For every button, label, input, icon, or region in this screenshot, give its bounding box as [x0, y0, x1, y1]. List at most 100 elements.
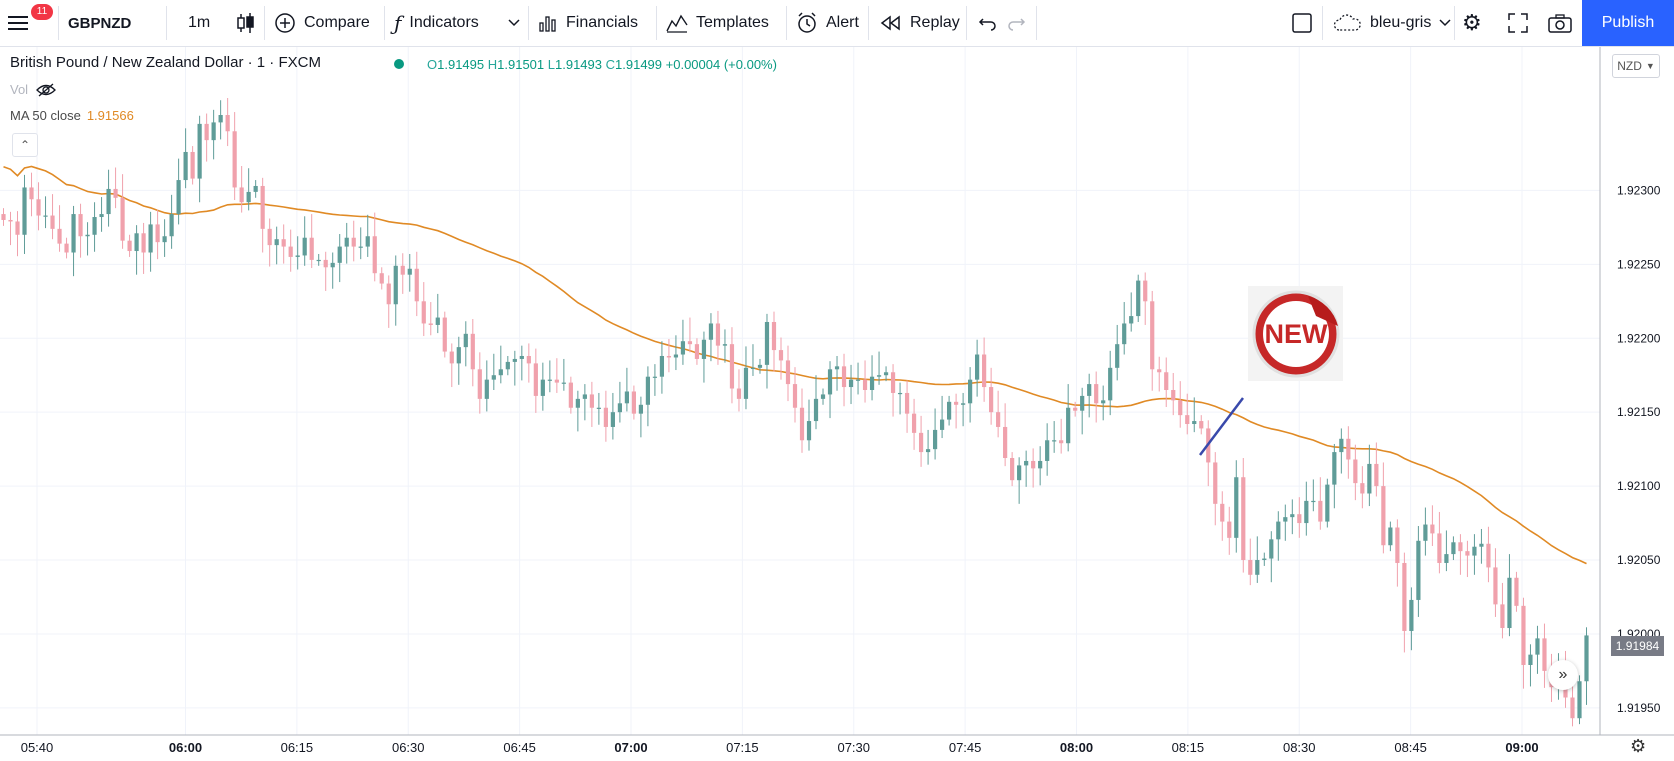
candle: [1416, 540, 1421, 600]
candle: [813, 398, 819, 422]
candle: [295, 255, 300, 257]
candle: [911, 413, 917, 433]
snapshot-button[interactable]: [1548, 0, 1572, 46]
symbol-search-button[interactable]: GBPNZD: [68, 0, 131, 46]
candle: [1248, 560, 1253, 575]
divider: [868, 6, 869, 40]
indicators-dropdown[interactable]: [508, 0, 520, 46]
candle: [512, 358, 517, 362]
candle: [1444, 554, 1449, 563]
candle: [141, 233, 146, 253]
alert-button[interactable]: Alert: [796, 0, 859, 46]
candle: [1479, 543, 1484, 547]
menu-button[interactable]: [8, 0, 48, 46]
candle: [869, 376, 875, 390]
candle: [1031, 460, 1036, 469]
undo-button[interactable]: [978, 0, 998, 46]
candle: [204, 123, 209, 141]
candle: [176, 180, 181, 215]
compare-label: Compare: [304, 14, 370, 31]
candle: [442, 317, 447, 352]
candle: [989, 387, 994, 413]
ma-value: 1.91566: [86, 108, 134, 123]
candle: [1157, 369, 1162, 373]
candle: [505, 361, 510, 370]
candle: [589, 394, 594, 408]
candle: [596, 407, 601, 409]
publish-button[interactable]: Publish: [1582, 0, 1674, 46]
candle: [519, 355, 524, 359]
indicators-button[interactable]: ƒ Indicators: [394, 0, 479, 46]
candle: [449, 351, 454, 364]
y-tick-label: 1.92050: [1617, 553, 1661, 567]
candle: [8, 219, 13, 222]
candle: [897, 392, 903, 395]
candle: [1192, 421, 1197, 425]
candle: [1311, 500, 1316, 503]
x-tick-label: 08:15: [1172, 740, 1205, 755]
divider: [966, 6, 967, 40]
candle: [890, 372, 896, 393]
currency-selector[interactable]: NZD ▼: [1612, 54, 1660, 78]
candle: [954, 401, 959, 405]
symbol-legend[interactable]: British Pound / New Zealand Dollar · 1 ·…: [10, 54, 321, 71]
chart-grid: [0, 47, 1600, 735]
double-chevron-right-icon: »: [1558, 666, 1568, 683]
candle: [120, 197, 125, 241]
x-tick-label: 05:40: [21, 740, 54, 755]
candle: [1346, 438, 1351, 460]
candle: [260, 185, 265, 229]
candle: [225, 115, 230, 132]
ma-line: [3, 165, 1587, 565]
eye-hidden-icon[interactable]: [36, 83, 56, 97]
redo-button[interactable]: [1006, 0, 1026, 46]
candle: [316, 259, 321, 262]
fullscreen-button[interactable]: [1508, 0, 1528, 46]
close-value: 1.91499: [615, 57, 663, 72]
candle: [134, 233, 139, 252]
candle: [736, 388, 742, 399]
compare-button[interactable]: Compare: [274, 0, 370, 46]
financials-button[interactable]: Financials: [538, 0, 638, 46]
candle: [1430, 524, 1435, 534]
candle: [239, 187, 244, 203]
candle: [1234, 477, 1239, 538]
candle: [1171, 390, 1176, 401]
volume-legend[interactable]: Vol: [10, 82, 56, 97]
divider: [384, 6, 385, 40]
candle: [603, 407, 608, 427]
candle: [1087, 384, 1092, 396]
settings-button[interactable]: ⚙: [1462, 0, 1482, 46]
layout-name-button[interactable]: bleu-gris: [1332, 0, 1451, 46]
x-tick-label: 07:45: [949, 740, 982, 755]
candle: [975, 354, 980, 380]
axis-settings-button[interactable]: ⚙: [1630, 736, 1646, 757]
candle: [309, 237, 314, 260]
new-sticker[interactable]: NEW: [1248, 286, 1343, 381]
collapse-legend-button[interactable]: ⌃: [12, 133, 38, 157]
ma-legend[interactable]: MA 50 close 1.91566: [10, 108, 134, 123]
replay-button[interactable]: Replay: [880, 0, 960, 46]
candle: [218, 115, 223, 123]
trend-line-drawing[interactable]: [1199, 397, 1244, 456]
templates-button[interactable]: Templates: [666, 0, 769, 46]
layout-button[interactable]: [1292, 0, 1312, 46]
x-tick-label: 06:15: [281, 740, 314, 755]
interval-button[interactable]: 1m: [188, 0, 210, 46]
candle: [78, 214, 83, 237]
x-tick-label: 08:30: [1283, 740, 1316, 755]
candle: [1073, 407, 1078, 411]
candle: [1458, 542, 1463, 552]
candle: [498, 369, 503, 376]
candle: [456, 347, 461, 364]
chart-type-button[interactable]: [236, 0, 256, 46]
candle: [848, 379, 854, 388]
sticker-text: NEW: [1265, 319, 1329, 349]
scroll-to-realtime-button[interactable]: »: [1548, 660, 1578, 690]
candle: [106, 188, 111, 215]
x-tick-label: 06:00: [169, 740, 202, 755]
candle: [855, 379, 861, 381]
ma-label: MA 50 close: [10, 108, 81, 123]
candle: [211, 122, 216, 141]
